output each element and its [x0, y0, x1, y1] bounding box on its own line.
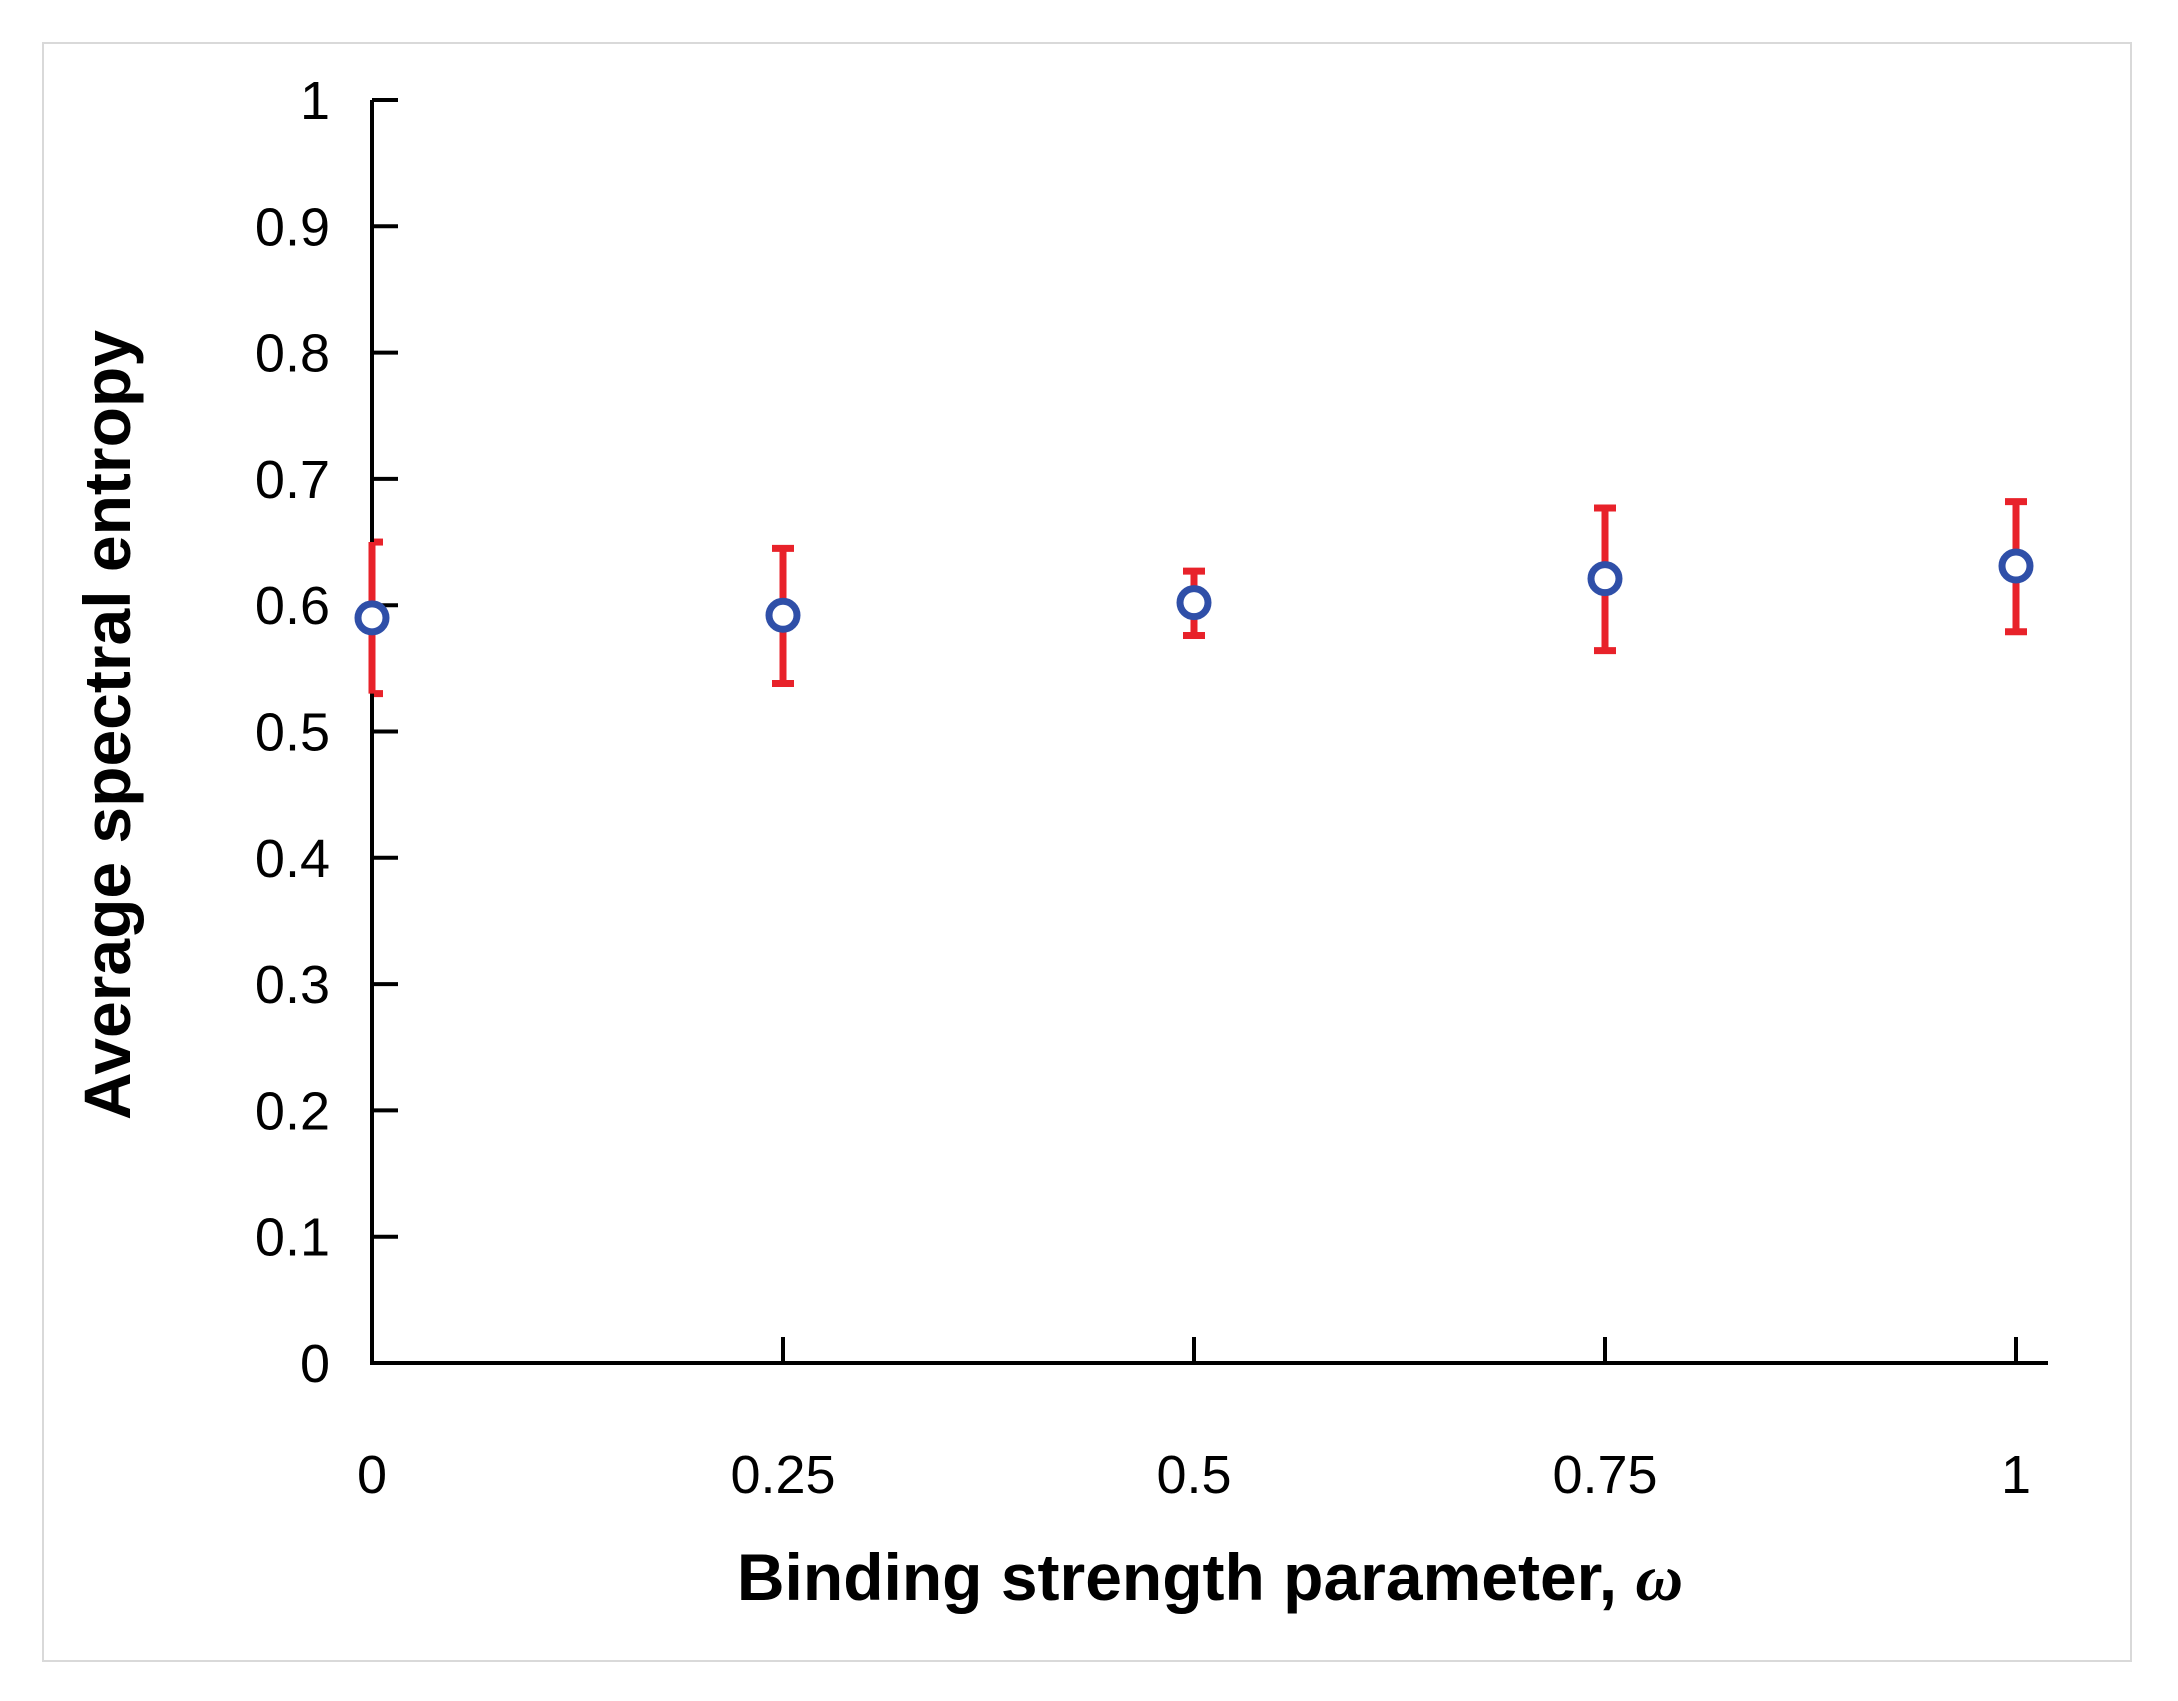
- x-tick-label: 0.25: [730, 1445, 835, 1505]
- y-tick-label: 0: [300, 1334, 330, 1394]
- x-tick-label: 0.75: [1552, 1445, 1657, 1505]
- y-tick-label: 0.7: [255, 450, 330, 510]
- y-tick-label: 0.3: [255, 955, 330, 1015]
- data-points: [354, 548, 2034, 636]
- x-axis-title-symbol: ω: [1635, 1542, 1683, 1615]
- y-axis-ticks: 0 0.1 0.2 0.3 0.4 0.5 0.6 0.7 0.8 0.9 1: [255, 71, 398, 1394]
- axes: [370, 100, 2048, 1365]
- y-tick-label: 0.4: [255, 829, 330, 889]
- data-point-marker: [1176, 585, 1212, 621]
- y-tick-label: 0.9: [255, 197, 330, 257]
- x-tick-label: 1: [2001, 1445, 2031, 1505]
- y-tick-label: 1: [300, 71, 330, 131]
- y-tick-label: 0.1: [255, 1208, 330, 1268]
- y-tick-label: 0.8: [255, 324, 330, 384]
- y-axis-title: Average spectral entropy: [70, 330, 144, 1120]
- x-axis-title-text: Binding strength parameter,: [737, 1540, 1635, 1614]
- x-axis-title: Binding strength parameter, ω: [737, 1540, 1683, 1615]
- data-point-marker: [1587, 561, 1623, 597]
- x-axis-ticks: 0 0.25 0.5 0.75 1: [357, 1337, 2031, 1505]
- x-tick-label: 0: [357, 1445, 387, 1505]
- data-point-marker: [354, 600, 390, 636]
- y-tick-label: 0.5: [255, 703, 330, 763]
- y-tick-label: 0.2: [255, 1081, 330, 1141]
- data-point-marker: [765, 597, 801, 633]
- chart-frame: [42, 42, 2132, 1662]
- x-tick-label: 0.5: [1156, 1445, 1231, 1505]
- data-point-marker: [1998, 548, 2034, 584]
- y-tick-label: 0.6: [255, 576, 330, 636]
